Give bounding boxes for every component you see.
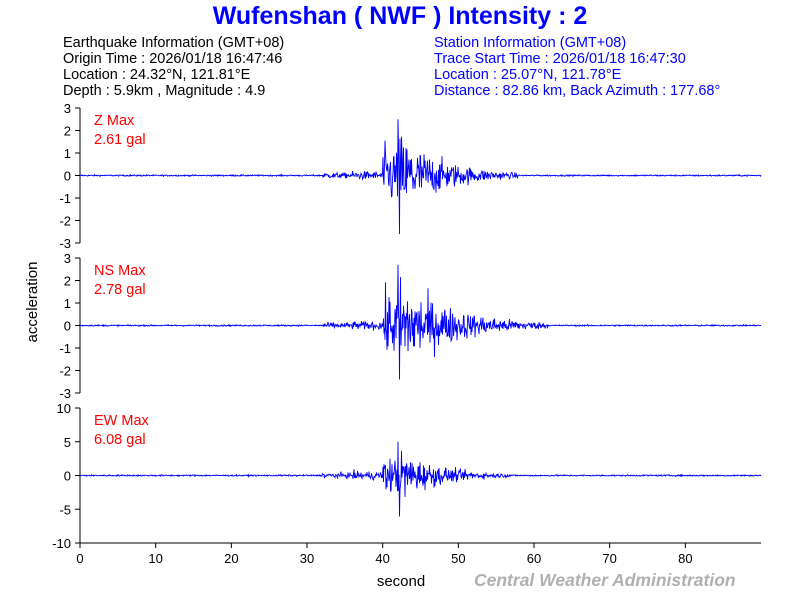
earthquake-info-heading: Earthquake Information (GMT+08) [63,35,285,51]
earthquake-info-block: Earthquake Information (GMT+08) Origin T… [63,35,284,99]
z-waveform [79,119,762,235]
ew-y-tick-label: 10 [57,401,71,416]
ns-y-tick-label: 3 [64,251,71,266]
ew-waveform [79,441,762,517]
z-y-tick-label: -3 [59,236,71,251]
x-tick-label: 30 [300,551,314,566]
x-tick-label: 0 [76,551,83,566]
epicenter-location: Location : 24.32°N, 121.81°E [63,67,251,83]
x-tick-label: 70 [602,551,616,566]
z-y-tick-label: -1 [59,191,71,206]
ns-y-tick-label: -3 [59,386,71,401]
y-axis-label: acceleration [24,262,41,343]
x-tick-label: 60 [527,551,541,566]
x-tick-label: 40 [375,551,389,566]
x-tick-label: 10 [148,551,162,566]
ns-y-tick-label: -2 [59,364,71,379]
z-y-tick-label: 3 [64,101,71,116]
x-axis-label: second [377,573,425,590]
ew-max-label: EW Max [94,413,150,429]
chart-title: Wufenshan ( NWF ) Intensity : 2 [212,2,588,30]
z-max-label: Z Max [94,113,135,129]
ew-max-value: 6.08 gal [94,432,146,448]
distance-azimuth: Distance : 82.86 km, Back Azimuth : 177.… [434,83,721,99]
ns-y-tick-label: 1 [64,296,71,311]
ns-y-tick-label: -1 [59,341,71,356]
z-y-tick-label: 1 [64,146,71,161]
trace-start-time: Trace Start Time : 2026/01/18 16:47:30 [434,51,686,67]
z-y-tick-label: 0 [64,169,71,184]
ew-y-tick-label: -10 [52,536,71,551]
ew-y-tick-label: -5 [59,502,71,517]
x-tick-label: 80 [678,551,692,566]
ew-y-tick-label: 0 [64,469,71,484]
z-y-tick-label: 2 [64,124,71,139]
ns-max-value: 2.78 gal [94,282,146,298]
ns-max-label: NS Max [94,263,146,279]
x-tick-label: 50 [451,551,465,566]
ns-y-tick-label: 0 [64,319,71,334]
station-info-block: Station Information (GMT+08) Trace Start… [434,35,720,99]
depth-magnitude: Depth : 5.9km , Magnitude : 4.9 [63,83,266,99]
origin-time: Origin Time : 2026/01/18 16:47:46 [63,51,283,67]
x-tick-label: 20 [224,551,238,566]
agency-credit: Central Weather Administration [474,570,736,590]
station-location: Location : 25.07°N, 121.78°E [434,67,622,83]
ns-y-tick-label: 2 [64,274,71,289]
ns-waveform [79,264,762,380]
ew-y-tick-label: 5 [64,435,71,450]
station-info-heading: Station Information (GMT+08) [434,35,627,51]
z-max-value: 2.61 gal [94,132,146,148]
z-y-tick-label: -2 [59,214,71,229]
